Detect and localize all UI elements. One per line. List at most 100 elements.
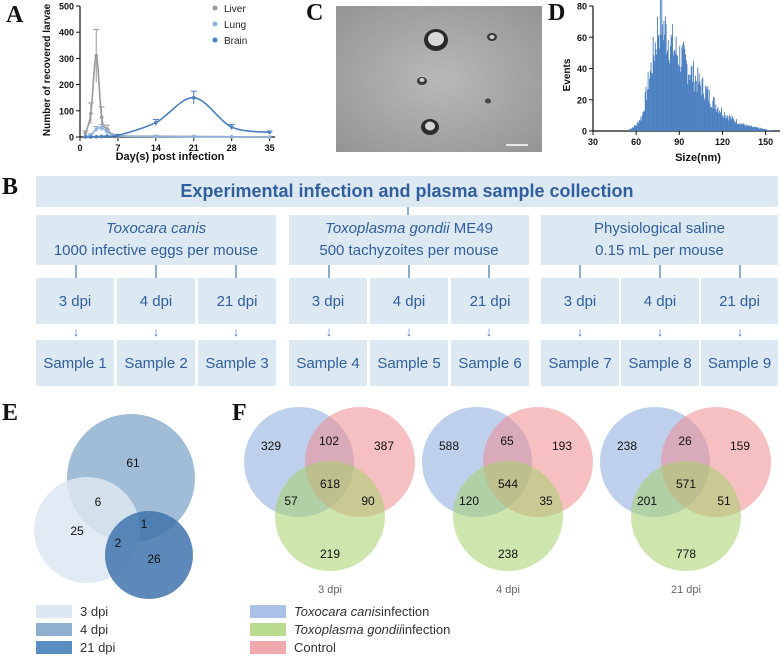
- histogram-bar: [691, 65, 693, 131]
- histogram-bar: [732, 117, 734, 131]
- histogram-bar: [744, 125, 746, 131]
- venn-count: 120: [459, 494, 479, 508]
- histogram-bar: [727, 116, 729, 131]
- histogram-bar: [696, 91, 698, 131]
- venn-count: 65: [500, 434, 514, 448]
- histogram-bar: [726, 115, 728, 131]
- venn-diagrams-groups: 329 102 387 57 618 90 219 3 dpi 588 65 193 120 544 35…: [244, 407, 771, 596]
- x-tick-label: 35: [265, 143, 275, 153]
- series-line-lung: [85, 126, 270, 138]
- histogram-bar: [633, 125, 635, 131]
- group-dose: 0.15 mL per mouse: [595, 242, 724, 259]
- histogram-bar: [751, 125, 753, 131]
- histogram-bar: [742, 124, 744, 131]
- histogram-bar: [668, 59, 670, 131]
- histogram-bar: [764, 129, 766, 131]
- histogram-bar: [690, 66, 692, 131]
- histogram-bar: [754, 126, 756, 131]
- y-tick-label: 100: [59, 106, 74, 116]
- histogram-bar: [710, 107, 712, 131]
- histogram-bar: [708, 89, 710, 131]
- size-distribution-histogram: Events Size(nm) 0 20 40 60 80 30 60 90 120 150: [562, 0, 780, 164]
- histogram-bar: [628, 129, 630, 131]
- histogram-bar: [715, 104, 717, 131]
- histogram-bar: [686, 64, 688, 131]
- histogram-bar: [759, 127, 761, 131]
- histogram-bar: [750, 125, 752, 131]
- data-point: [154, 134, 158, 139]
- histogram-bar: [711, 108, 713, 131]
- y-tick-label: 400: [59, 28, 74, 38]
- histogram-bar: [658, 34, 660, 132]
- histogram-bar: [657, 16, 658, 131]
- histogram-bar: [724, 117, 726, 131]
- group-toxoplasma: Toxoplasma gondii ME49 500 tachyzoites p…: [289, 215, 529, 265]
- group-dose: 500 tachyzoites per mouse: [319, 242, 499, 259]
- histogram-bar: [688, 74, 690, 131]
- histogram-bar: [768, 130, 770, 131]
- histogram-bar: [640, 116, 642, 131]
- histogram-bar: [734, 121, 736, 131]
- y-tick-label: 60: [577, 33, 587, 43]
- histogram-bar: [672, 55, 674, 132]
- data-point: [191, 134, 196, 139]
- data-point: [99, 134, 104, 139]
- histogram-bar: [671, 37, 673, 131]
- histogram-bar: [693, 91, 695, 131]
- histogram-bar: [739, 123, 740, 131]
- venn-1: 588 65 193 120 544 35 238 4 dpi: [422, 407, 593, 596]
- histogram-bar: [704, 97, 706, 131]
- data-point: [105, 129, 109, 134]
- x-tick-label: 60: [631, 137, 641, 147]
- legend-item-4dpi: 4 dpi: [36, 622, 108, 637]
- histogram-bar: [649, 70, 651, 131]
- x-tick-label: 120: [715, 137, 730, 147]
- histogram-bar: [675, 36, 677, 131]
- legend-item-21dpi: 21 dpi: [36, 640, 115, 655]
- histogram-bar: [644, 110, 645, 131]
- histogram-bar: [644, 92, 646, 131]
- y-tick-label: 80: [577, 2, 587, 12]
- histogram-bar: [646, 100, 648, 131]
- histogram-bar: [716, 109, 718, 131]
- histogram-bar: [714, 109, 716, 131]
- histogram-bar: [689, 80, 691, 131]
- venn-count: 61: [126, 456, 140, 470]
- venn-count: 201: [637, 494, 657, 508]
- histogram-bar: [746, 125, 748, 131]
- data-point: [83, 135, 88, 139]
- data-point: [105, 134, 109, 139]
- histogram-bar: [667, 50, 668, 132]
- histogram-bar: [651, 72, 653, 131]
- histogram-bar: [760, 128, 762, 131]
- arrow-down-icon: ↓: [232, 324, 240, 339]
- venn-count: 778: [676, 547, 696, 561]
- venn-count: 571: [676, 477, 696, 491]
- y-axis-label: Events: [562, 58, 573, 91]
- histogram-bar: [708, 100, 709, 131]
- venn-count: 159: [730, 439, 750, 453]
- histogram-bar: [718, 110, 720, 131]
- histogram-bar: [743, 123, 745, 131]
- histogram-bar: [754, 126, 756, 131]
- panel-letter-b: B: [2, 174, 19, 200]
- histogram-bar: [685, 59, 687, 131]
- histogram-bar: [705, 85, 707, 131]
- y-tick-label: 200: [59, 80, 74, 90]
- histogram-bar: [695, 80, 697, 131]
- data-point: [191, 95, 196, 100]
- histogram-bar: [749, 125, 750, 131]
- x-tick-label: 30: [588, 137, 598, 147]
- histogram-bar: [747, 126, 749, 131]
- venn-count: 387: [374, 439, 394, 453]
- venn-label: 3 dpi: [318, 584, 342, 596]
- group-name: Toxoplasma gondii: [325, 220, 450, 237]
- histogram-bar: [706, 89, 708, 131]
- histogram-bar: [715, 111, 717, 131]
- histogram-bar: [765, 129, 767, 131]
- sample-box: Sample 6: [451, 340, 529, 386]
- panel-letter-f: F: [232, 400, 247, 426]
- histogram-bar: [632, 127, 634, 131]
- legend-label-italic: Toxoplasma gondii: [294, 622, 402, 637]
- histogram-bar: [718, 113, 720, 131]
